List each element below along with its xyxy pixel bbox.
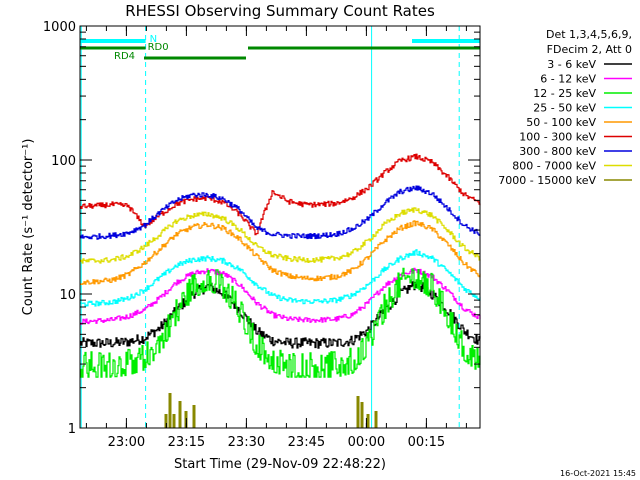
chart-title: RHESSI Observing Summary Count Rates <box>125 2 435 20</box>
burst-3 <box>178 401 182 428</box>
burst-6 <box>356 396 360 428</box>
y-tick-label-10: 10 <box>59 288 76 303</box>
burst-8 <box>366 414 370 428</box>
legend-header-0: Det 1,3,4,5,6,9, <box>546 28 632 41</box>
legend-label-8: 7000 - 15000 keV <box>498 174 596 187</box>
series-line-300-800-kev <box>80 185 481 240</box>
legend-label-0: 3 - 6 keV <box>547 58 596 71</box>
legend-label-7: 800 - 7000 keV <box>512 160 596 173</box>
x-tick-label-23:15: 23:15 <box>168 435 205 450</box>
legend-label-5: 100 - 300 keV <box>519 131 596 144</box>
x-tick-label-23:45: 23:45 <box>288 435 325 450</box>
legend-label-3: 25 - 50 keV <box>533 102 596 115</box>
x-tick-label-00:15: 00:15 <box>408 435 445 450</box>
burst-5 <box>192 405 196 428</box>
flag-label-rd4: RD4 <box>114 51 135 62</box>
legend-label-2: 12 - 25 keV <box>533 87 596 100</box>
legend-header-1: FDecim 2, Att 0 <box>547 43 632 56</box>
burst-9 <box>374 411 378 428</box>
legend: Det 1,3,4,5,6,9, FDecim 2, Att 0 3 - 6 keV… <box>498 28 632 187</box>
burst-1 <box>168 393 172 428</box>
series-line-3-6-kev <box>80 279 481 349</box>
burst-2 <box>172 414 176 428</box>
flag-label-n: N <box>150 34 157 45</box>
y-tick-label-1000: 1000 <box>43 20 76 35</box>
legend-label-6: 300 - 800 keV <box>519 145 596 158</box>
x-tick-label-23:30: 23:30 <box>228 435 265 450</box>
x-tick-label-23:00: 23:00 <box>108 435 145 450</box>
legend-label-1: 6 - 12 keV <box>540 73 596 86</box>
y-axis: 1 10 100 1000 <box>43 20 480 437</box>
plot-frame <box>79 25 481 429</box>
flag-label-rd0: RD0 <box>148 42 169 53</box>
series-line-100-300-kev <box>80 153 481 236</box>
series-line-800-7000-kev <box>80 207 481 264</box>
y-tick-label-1: 1 <box>68 422 76 437</box>
burst-0 <box>164 414 168 428</box>
y-axis-label: Count Rate (s⁻¹ detector⁻¹) <box>21 139 36 316</box>
series-line-50-100-kev <box>80 220 481 285</box>
footer-timestamp: 16-Oct-2021 15:45 <box>560 469 636 478</box>
x-tick-label-00:00: 00:00 <box>348 435 385 450</box>
series-line-12-25-kev <box>80 267 481 378</box>
x-axis-label: Start Time (29-Nov-09 22:48:22) <box>174 457 386 472</box>
series-line-25-50-kev <box>80 249 481 307</box>
legend-label-4: 50 - 100 keV <box>526 116 596 129</box>
burst-7 <box>360 402 364 428</box>
y-tick-label-100: 100 <box>51 154 76 169</box>
x-axis: 23:00 23:15 23:30 23:45 00:00 00:15 <box>85 26 467 450</box>
